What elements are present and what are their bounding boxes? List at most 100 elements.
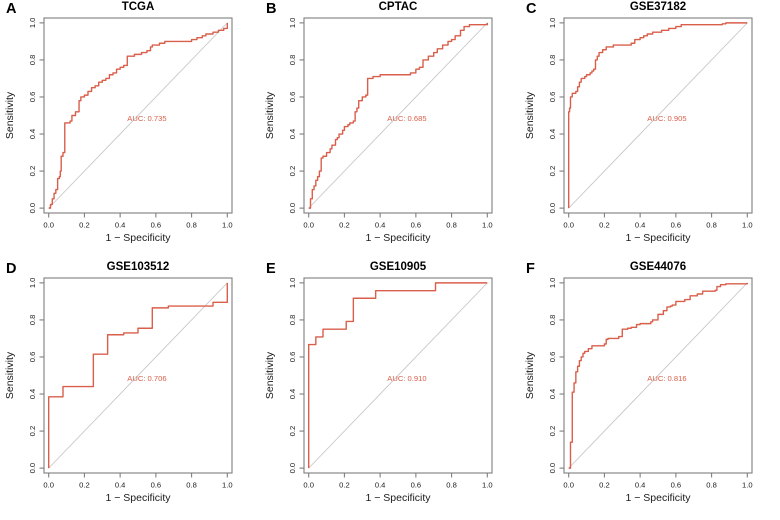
y-tick-label: 0.8 bbox=[548, 315, 557, 326]
diagonal-reference-line bbox=[308, 22, 488, 209]
y-axis-title: Sensitivity bbox=[264, 91, 276, 139]
x-tick-label: 0.0 bbox=[563, 481, 574, 490]
y-tick-label: 0.2 bbox=[548, 426, 557, 437]
plot-frame bbox=[563, 277, 753, 474]
x-tick-label: 0.6 bbox=[151, 221, 162, 230]
x-tick-label: 0.0 bbox=[303, 221, 314, 230]
x-tick-label: 0.6 bbox=[411, 221, 422, 230]
x-axis-title: 1 − Specificity bbox=[365, 492, 431, 504]
y-tick-label: 1.0 bbox=[288, 278, 297, 289]
y-tick-label: 0.4 bbox=[28, 129, 37, 140]
panel-letter: C bbox=[526, 1, 537, 17]
x-axis-title: 1 − Specificity bbox=[105, 232, 171, 244]
y-tick-label: 0.6 bbox=[28, 92, 37, 103]
x-tick-label: 0.8 bbox=[186, 221, 197, 230]
panel-title: TCGA bbox=[121, 1, 155, 13]
roc-curve bbox=[308, 282, 488, 469]
x-tick-label: 0.4 bbox=[115, 481, 126, 490]
panel-letter: A bbox=[6, 1, 17, 17]
x-tick-label: 0.8 bbox=[186, 481, 197, 490]
diagonal-reference-line bbox=[48, 22, 228, 209]
roc-curve bbox=[568, 282, 748, 469]
y-tick-label: 0.6 bbox=[28, 352, 37, 363]
roc-plot: 0.0 0.0 0.2 0.2 0.4 0.4 0.6 0.6 0.8 0.8 1.0 1.0 1 − … bbox=[524, 277, 753, 504]
panel-title: GSE44076 bbox=[629, 261, 687, 273]
y-tick-label: 1.0 bbox=[28, 278, 37, 289]
x-tick-label: 0.8 bbox=[446, 481, 457, 490]
roc-plot: 0.0 0.0 0.2 0.2 0.4 0.4 0.6 0.6 0.8 0.8 1.0 1.0 1 − … bbox=[264, 17, 493, 244]
y-tick-label: 0.6 bbox=[548, 352, 557, 363]
roc-panel-tcga: A TCGA 0.0 0.0 0.2 0.2 0.4 0.4 0.6 0.6 0.8 0.8 1.0… bbox=[0, 0, 260, 260]
y-tick-label: 1.0 bbox=[28, 18, 37, 29]
x-tick-label: 0.8 bbox=[706, 481, 717, 490]
x-tick-label: 0.2 bbox=[339, 481, 350, 490]
x-tick-label: 0.0 bbox=[303, 481, 314, 490]
auc-label: AUC: 0.910 bbox=[387, 374, 426, 383]
x-tick-label: 0.4 bbox=[635, 481, 646, 490]
y-tick-label: 0.4 bbox=[288, 129, 297, 140]
panel-letter: D bbox=[6, 261, 17, 277]
roc-panel-gse103512: D GSE103512 0.0 0.0 0.2 0.2 0.4 0.4 0.6 0.6 0.8 0… bbox=[0, 260, 260, 520]
x-tick-label: 0.2 bbox=[339, 221, 350, 230]
y-axis-title: Sensitivity bbox=[524, 351, 536, 399]
auc-label: AUC: 0.685 bbox=[387, 114, 426, 123]
plot-frame bbox=[303, 17, 493, 214]
y-tick-label: 0.0 bbox=[28, 463, 37, 474]
x-tick-label: 0.4 bbox=[635, 221, 646, 230]
y-tick-label: 0.0 bbox=[288, 203, 297, 214]
roc-curve bbox=[48, 282, 228, 469]
auc-label: AUC: 0.905 bbox=[647, 114, 686, 123]
x-tick-label: 1.0 bbox=[222, 481, 233, 490]
panel-letter: F bbox=[526, 261, 535, 277]
x-tick-label: 0.4 bbox=[375, 481, 386, 490]
x-tick-label: 0.6 bbox=[671, 481, 682, 490]
roc-plot: 0.0 0.0 0.2 0.2 0.4 0.4 0.6 0.6 0.8 0.8 1.0 1.0 1 − … bbox=[524, 17, 753, 244]
auc-label: AUC: 0.816 bbox=[647, 374, 686, 383]
roc-plot: 0.0 0.0 0.2 0.2 0.4 0.4 0.6 0.6 0.8 0.8 1.0 1.0 1 − … bbox=[264, 277, 493, 504]
y-tick-label: 0.0 bbox=[548, 203, 557, 214]
y-tick-label: 1.0 bbox=[548, 18, 557, 29]
plot-frame bbox=[563, 17, 753, 214]
y-tick-label: 0.8 bbox=[288, 55, 297, 66]
x-tick-label: 1.0 bbox=[742, 221, 753, 230]
roc-plot: 0.0 0.0 0.2 0.2 0.4 0.4 0.6 0.6 0.8 0.8 1.0 1.0 1 − … bbox=[4, 277, 233, 504]
y-tick-label: 0.6 bbox=[548, 92, 557, 103]
y-tick-label: 0.2 bbox=[28, 166, 37, 177]
y-tick-label: 0.6 bbox=[288, 92, 297, 103]
y-tick-label: 0.8 bbox=[548, 55, 557, 66]
y-tick-label: 0.4 bbox=[548, 129, 557, 140]
y-tick-label: 0.8 bbox=[28, 55, 37, 66]
y-axis-title: Sensitivity bbox=[524, 91, 536, 139]
y-tick-label: 1.0 bbox=[288, 18, 297, 29]
x-tick-label: 0.6 bbox=[671, 221, 682, 230]
y-tick-label: 0.8 bbox=[288, 315, 297, 326]
x-axis-title: 1 − Specificity bbox=[625, 492, 691, 504]
roc-panel-gse37182: C GSE37182 0.0 0.0 0.2 0.2 0.4 0.4 0.6 0.6 0.8 0.… bbox=[520, 0, 780, 260]
panel-title: GSE103512 bbox=[106, 261, 170, 273]
diagonal-reference-line bbox=[568, 282, 748, 469]
diagonal-reference-line bbox=[568, 22, 748, 209]
y-tick-label: 0.8 bbox=[28, 315, 37, 326]
y-tick-label: 0.2 bbox=[288, 426, 297, 437]
plot-frame bbox=[43, 277, 233, 474]
plot-frame bbox=[303, 277, 493, 474]
diagonal-reference-line bbox=[48, 282, 228, 469]
auc-label: AUC: 0.735 bbox=[127, 114, 166, 123]
y-tick-label: 0.4 bbox=[28, 389, 37, 400]
auc-label: AUC: 0.706 bbox=[127, 374, 166, 383]
x-tick-label: 1.0 bbox=[222, 221, 233, 230]
y-tick-label: 0.6 bbox=[288, 352, 297, 363]
roc-panel-gse44076: F GSE44076 0.0 0.0 0.2 0.2 0.4 0.4 0.6 0.6 0.8 0.… bbox=[520, 260, 780, 520]
x-tick-label: 0.6 bbox=[411, 481, 422, 490]
y-tick-label: 0.4 bbox=[288, 389, 297, 400]
x-tick-label: 0.6 bbox=[151, 481, 162, 490]
x-tick-label: 1.0 bbox=[482, 481, 493, 490]
y-axis-title: Sensitivity bbox=[4, 91, 16, 139]
x-tick-label: 1.0 bbox=[482, 221, 493, 230]
roc-curve bbox=[568, 22, 748, 209]
x-tick-label: 0.4 bbox=[375, 221, 386, 230]
x-tick-label: 1.0 bbox=[742, 481, 753, 490]
roc-curve bbox=[48, 22, 228, 209]
roc-panel-gse10905: E GSE10905 0.0 0.0 0.2 0.2 0.4 0.4 0.6 0.6 0.8 0.… bbox=[260, 260, 520, 520]
y-tick-label: 1.0 bbox=[548, 278, 557, 289]
